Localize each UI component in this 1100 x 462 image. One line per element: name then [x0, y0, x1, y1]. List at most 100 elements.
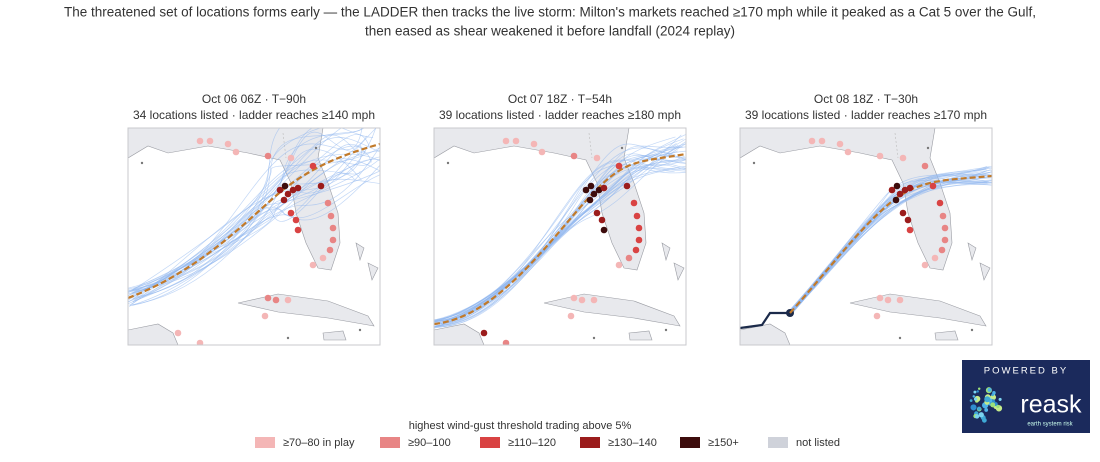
panels: Oct 06 06Z · T−90h 34 locations listed · …	[127, 92, 993, 346]
land	[434, 323, 485, 345]
location	[327, 212, 335, 220]
logo-tagline: earth system risk	[1027, 422, 1073, 428]
location	[598, 216, 606, 224]
location	[196, 137, 204, 145]
location	[635, 224, 643, 232]
panel-title: Oct 08 18Z · T−30h	[814, 92, 918, 106]
location	[287, 209, 295, 217]
globe-dot	[984, 408, 989, 412]
location	[264, 152, 272, 160]
location	[567, 312, 575, 320]
ensemble-track	[788, 169, 987, 315]
city	[752, 161, 756, 165]
location	[174, 329, 182, 337]
location	[941, 236, 949, 244]
globe-dot	[977, 387, 981, 390]
location	[287, 154, 295, 162]
forecast-track	[128, 142, 380, 300]
land	[740, 323, 791, 345]
location	[206, 137, 214, 145]
land	[237, 293, 375, 327]
location	[818, 137, 826, 145]
location	[294, 184, 302, 192]
location	[844, 148, 852, 156]
panel-subtitle: 39 locations listed · ladder reaches ≥17…	[745, 108, 987, 122]
location	[587, 182, 595, 190]
location	[876, 294, 884, 302]
location	[530, 140, 538, 148]
ensemble-track	[129, 143, 366, 307]
location	[319, 254, 327, 262]
location	[896, 296, 904, 304]
border	[894, 132, 899, 159]
legend-label: ≥90–100	[408, 437, 451, 449]
location	[888, 186, 896, 194]
location	[224, 140, 232, 148]
ensemble-track	[128, 158, 380, 291]
globe-dot	[991, 393, 994, 397]
globe-dot	[990, 402, 996, 408]
globe-dot	[981, 417, 987, 423]
location	[502, 339, 510, 345]
globe-dot	[973, 397, 978, 401]
frame	[127, 127, 381, 346]
location	[896, 190, 904, 198]
ensemble-track	[132, 135, 367, 306]
location	[906, 184, 914, 192]
location	[480, 329, 488, 337]
location	[901, 186, 909, 194]
location	[635, 236, 643, 244]
location	[326, 246, 334, 254]
location	[309, 261, 317, 269]
location	[502, 137, 510, 145]
location	[570, 152, 578, 160]
location	[292, 216, 300, 224]
city	[446, 161, 450, 165]
title: The threatened set of locations forms ea…	[64, 5, 1036, 20]
ensemble-track	[790, 174, 990, 314]
land	[434, 128, 647, 271]
ensemble-track	[128, 134, 360, 289]
location	[512, 137, 520, 145]
location	[936, 199, 944, 207]
legend-swatch	[380, 437, 400, 448]
legend-swatch	[480, 437, 500, 448]
city	[592, 336, 596, 340]
globe-dot	[976, 390, 979, 393]
title: then eased as shear weakened it before l…	[365, 24, 735, 39]
location	[232, 148, 240, 156]
legend-swatch	[768, 437, 788, 448]
location	[630, 199, 638, 207]
globe-dot	[972, 395, 976, 398]
legend-title: highest wind-gust threshold trading abov…	[409, 420, 632, 432]
city	[664, 328, 668, 332]
globe-dot	[984, 396, 991, 403]
legend-label: ≥150+	[708, 437, 739, 449]
location	[294, 226, 302, 234]
location	[582, 186, 590, 194]
location	[904, 216, 912, 224]
ensemble-track	[434, 145, 676, 328]
location	[921, 261, 929, 269]
location	[615, 162, 623, 170]
location	[600, 184, 608, 192]
location	[633, 212, 641, 220]
legend-label: not listed	[796, 437, 840, 449]
location	[281, 182, 289, 190]
map	[128, 128, 380, 345]
location	[941, 224, 949, 232]
location	[939, 212, 947, 220]
city	[926, 146, 930, 150]
legend-label: ≥110–120	[508, 437, 556, 449]
ensemble-track	[789, 171, 992, 312]
land	[849, 293, 987, 327]
city	[286, 336, 290, 340]
location	[623, 182, 631, 190]
ensemble-track	[789, 183, 991, 315]
frame	[739, 127, 993, 346]
location	[931, 254, 939, 262]
location	[276, 186, 284, 194]
location	[586, 196, 594, 204]
location	[615, 261, 623, 269]
land	[628, 242, 685, 341]
